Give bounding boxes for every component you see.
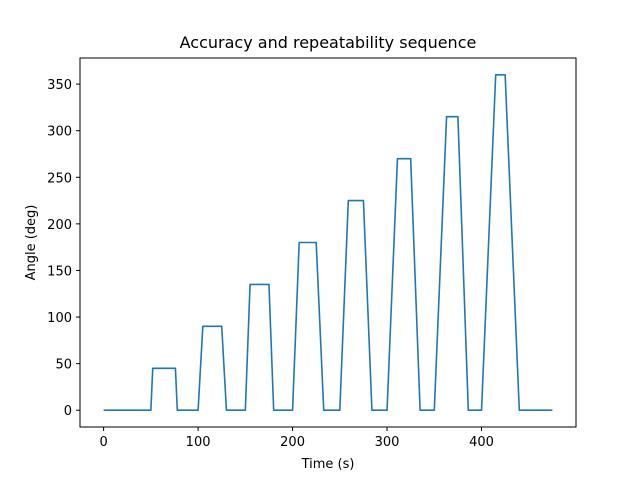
y-tick-label: 150 bbox=[47, 264, 72, 279]
y-tick-label: 100 bbox=[47, 311, 72, 326]
x-tick-label: 0 bbox=[99, 435, 107, 450]
x-axis-label: Time (s) bbox=[301, 457, 355, 472]
y-tick-label: 250 bbox=[47, 171, 72, 186]
y-tick-label: 0 bbox=[64, 404, 72, 419]
x-tick-label: 300 bbox=[375, 435, 400, 450]
y-tick-label: 300 bbox=[47, 125, 72, 140]
axes-frame bbox=[79, 57, 577, 428]
y-axis-label: Angle (deg) bbox=[24, 205, 39, 281]
x-tick-label: 400 bbox=[469, 435, 494, 450]
y-axis: 0 50 100 150 200 250 300 350 bbox=[47, 78, 80, 419]
chart-title: Accuracy and repeatability sequence bbox=[180, 33, 477, 52]
x-tick-label: 200 bbox=[280, 435, 305, 450]
y-tick-label: 350 bbox=[47, 78, 72, 93]
series-line bbox=[103, 73, 553, 412]
series-layer bbox=[103, 73, 553, 412]
x-tick-label: 100 bbox=[186, 435, 211, 450]
y-tick-label: 200 bbox=[47, 218, 72, 233]
x-axis: 0 100 200 300 400 bbox=[99, 427, 494, 450]
y-tick-label: 50 bbox=[55, 358, 72, 373]
